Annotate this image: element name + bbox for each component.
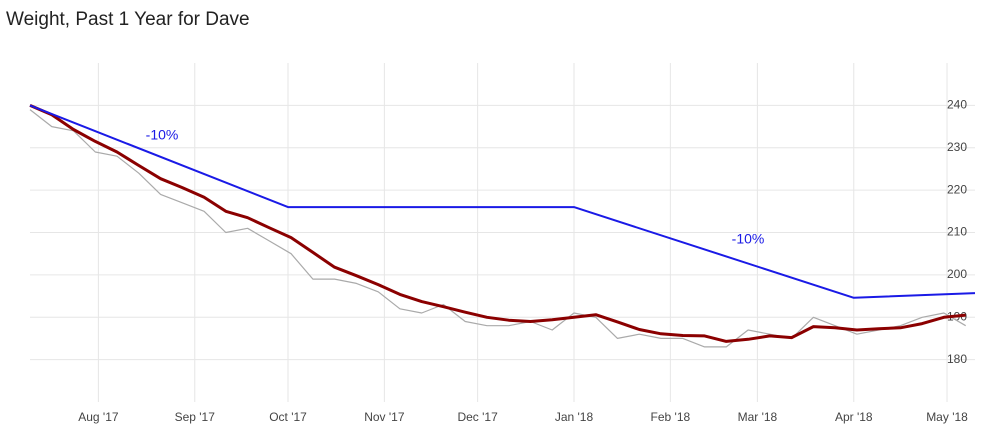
x-tick-label: Sep '17	[175, 410, 216, 424]
x-tick-label: Aug '17	[78, 410, 119, 424]
y-tick-label: 210	[947, 225, 967, 239]
x-tick-label: Mar '18	[738, 410, 778, 424]
annotation: -10%	[146, 127, 179, 143]
y-tick-label: 200	[947, 267, 967, 281]
x-tick-label: Jan '18	[555, 410, 594, 424]
chart-title: Weight, Past 1 Year for Dave	[6, 9, 250, 30]
y-tick-label: 230	[947, 140, 967, 154]
series-line	[29, 104, 966, 343]
series-line	[29, 109, 967, 348]
x-tick-label: Feb '18	[651, 410, 691, 424]
y-tick-label: 240	[947, 98, 967, 112]
annotation: -10%	[732, 231, 765, 247]
x-tick-label: May '18	[926, 410, 968, 424]
series-line	[29, 104, 976, 299]
x-tick-label: Dec '17	[457, 410, 498, 424]
y-tick-label: 220	[947, 182, 967, 196]
x-tick-label: Nov '17	[364, 410, 405, 424]
y-tick-label: 180	[947, 352, 967, 366]
x-tick-label: Apr '18	[835, 410, 873, 424]
x-tick-label: Oct '17	[269, 410, 307, 424]
